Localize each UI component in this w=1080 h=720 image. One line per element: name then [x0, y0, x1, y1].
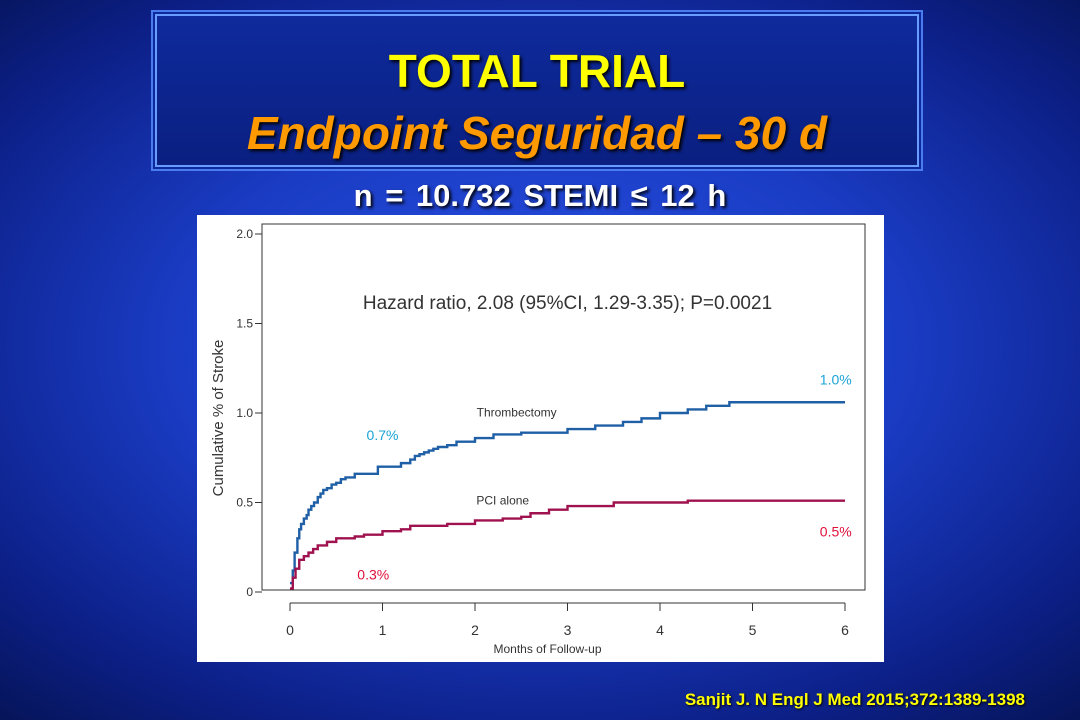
y-tick-label: 0: [246, 585, 253, 599]
y-tick-label: 0.5: [236, 496, 253, 510]
value-label: 1.0%: [820, 371, 852, 387]
plot-frame: [261, 223, 866, 591]
slide-title: TOTAL TRIAL: [388, 45, 686, 97]
y-tick-label: 1.0: [236, 406, 253, 420]
value-label: 0.3%: [357, 566, 389, 582]
slide-title-subline: Endpoint Seguridad – 30 d: [246, 107, 828, 159]
x-tick-label: 4: [656, 622, 664, 638]
x-axis-label: Months of Follow-up: [493, 642, 601, 656]
series-line-thrombectomy: [290, 401, 845, 585]
series-label-pci-alone: PCI alone: [476, 493, 529, 507]
hazard-ratio-annotation: Hazard ratio, 2.08 (95%CI, 1.29-3.35); P…: [363, 293, 772, 314]
value-label: 0.5%: [820, 524, 852, 540]
x-tick-label: 1: [379, 622, 387, 638]
citation: Sanjit J. N Engl J Med 2015;372:1389-139…: [684, 690, 1025, 709]
x-tick-label: 6: [841, 622, 849, 638]
x-tick-label: 5: [749, 622, 757, 638]
y-tick-label: 2.0: [236, 227, 253, 241]
x-tick-label: 3: [564, 622, 572, 638]
km-chart: 0 1 2 3 4 5 6 Months of Follow-up 0 0.5 1.0 1.5 2.0 C…: [210, 223, 866, 656]
title-box: TOTAL TRIAL Endpoint Seguridad – 30 d: [155, 14, 919, 167]
series-label-thrombectomy: Thrombectomy: [477, 406, 557, 420]
slide-subtitle: n = 10.732 STEMI ≤ 12 h: [353, 178, 727, 213]
x-tick-label: 0: [286, 622, 294, 638]
y-axis-label: Cumulative % of Stroke: [210, 340, 227, 497]
value-label: 0.7%: [367, 427, 399, 443]
x-tick-label: 2: [471, 622, 479, 638]
series-line-pci-alone: [290, 499, 845, 590]
y-tick-label: 1.5: [236, 317, 253, 331]
chart-panel: 0 1 2 3 4 5 6 Months of Follow-up 0 0.5 1.0 1.5 2.0 C…: [197, 215, 884, 662]
